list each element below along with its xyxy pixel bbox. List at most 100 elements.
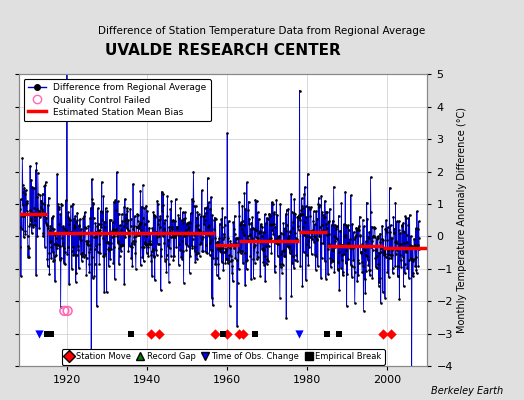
Point	[245, 216, 254, 222]
Point	[60, 308, 69, 314]
Point	[195, 253, 204, 259]
Point	[278, 262, 287, 268]
Point	[59, 239, 68, 246]
Point	[332, 235, 341, 242]
Point	[79, 229, 87, 235]
Point	[307, 204, 315, 211]
Point	[251, 260, 259, 266]
Point	[61, 249, 69, 256]
Point	[384, 247, 392, 254]
Point	[237, 248, 246, 254]
Point	[114, 210, 123, 217]
Point	[85, 269, 94, 275]
Point	[94, 227, 102, 234]
Point	[346, 236, 354, 243]
Point	[400, 229, 409, 235]
Point	[323, 208, 331, 215]
Point	[224, 235, 233, 241]
Point	[263, 261, 271, 267]
Point	[385, 274, 393, 280]
Point	[190, 232, 199, 238]
Point	[110, 198, 118, 205]
Point	[61, 228, 70, 234]
Point	[125, 231, 134, 237]
Point	[164, 236, 172, 243]
Point	[193, 209, 202, 215]
Point	[290, 265, 298, 271]
Point	[351, 234, 359, 240]
Point	[86, 214, 94, 221]
Point	[303, 252, 311, 258]
Point	[208, 247, 216, 254]
Point	[81, 209, 89, 216]
Point	[42, 214, 50, 221]
Point	[177, 254, 185, 260]
Point	[116, 242, 125, 249]
Point	[367, 244, 375, 250]
Point	[211, 234, 219, 241]
Point	[345, 242, 354, 248]
Point	[161, 230, 170, 236]
Point	[319, 212, 327, 218]
Point	[59, 223, 67, 230]
Point	[141, 241, 149, 248]
Point	[49, 258, 58, 264]
Point	[118, 242, 126, 248]
Point	[163, 243, 172, 249]
Point	[247, 220, 256, 226]
Point	[17, 210, 26, 217]
Point	[387, 330, 396, 337]
Point	[81, 224, 90, 231]
Point	[362, 238, 370, 244]
Point	[283, 222, 291, 228]
Point	[337, 257, 346, 264]
Point	[50, 226, 58, 232]
Point	[294, 212, 303, 218]
Point	[374, 233, 382, 240]
Point	[290, 256, 299, 263]
Point	[177, 238, 185, 244]
Point	[58, 235, 67, 241]
Point	[309, 217, 318, 224]
Point	[63, 251, 71, 257]
Point	[340, 250, 348, 257]
Point	[397, 240, 406, 247]
Point	[179, 248, 188, 254]
Point	[215, 220, 224, 227]
Point	[284, 235, 292, 241]
Point	[414, 242, 422, 248]
Point	[387, 234, 395, 241]
Point	[316, 223, 324, 230]
Point	[281, 228, 290, 234]
Point	[216, 245, 225, 251]
Point	[189, 198, 198, 204]
Point	[236, 248, 244, 254]
Point	[379, 252, 388, 258]
Point	[126, 243, 134, 249]
Point	[391, 263, 399, 269]
Point	[382, 217, 390, 224]
Point	[243, 233, 252, 240]
Point	[287, 293, 296, 299]
Point	[203, 204, 211, 211]
Point	[140, 221, 149, 228]
Point	[333, 223, 341, 229]
Point	[99, 208, 107, 215]
Point	[399, 254, 407, 260]
Point	[386, 229, 395, 235]
Point	[103, 289, 111, 296]
Point	[96, 208, 105, 214]
Point	[170, 230, 178, 237]
Point	[364, 262, 373, 268]
Point	[323, 246, 332, 252]
Point	[201, 229, 209, 236]
Point	[256, 239, 264, 245]
Point	[235, 198, 243, 205]
Point	[179, 209, 187, 215]
Point	[346, 244, 354, 251]
Point	[368, 224, 376, 230]
Point	[202, 249, 210, 255]
Point	[329, 218, 337, 224]
Point	[123, 225, 131, 232]
Point	[377, 249, 385, 256]
